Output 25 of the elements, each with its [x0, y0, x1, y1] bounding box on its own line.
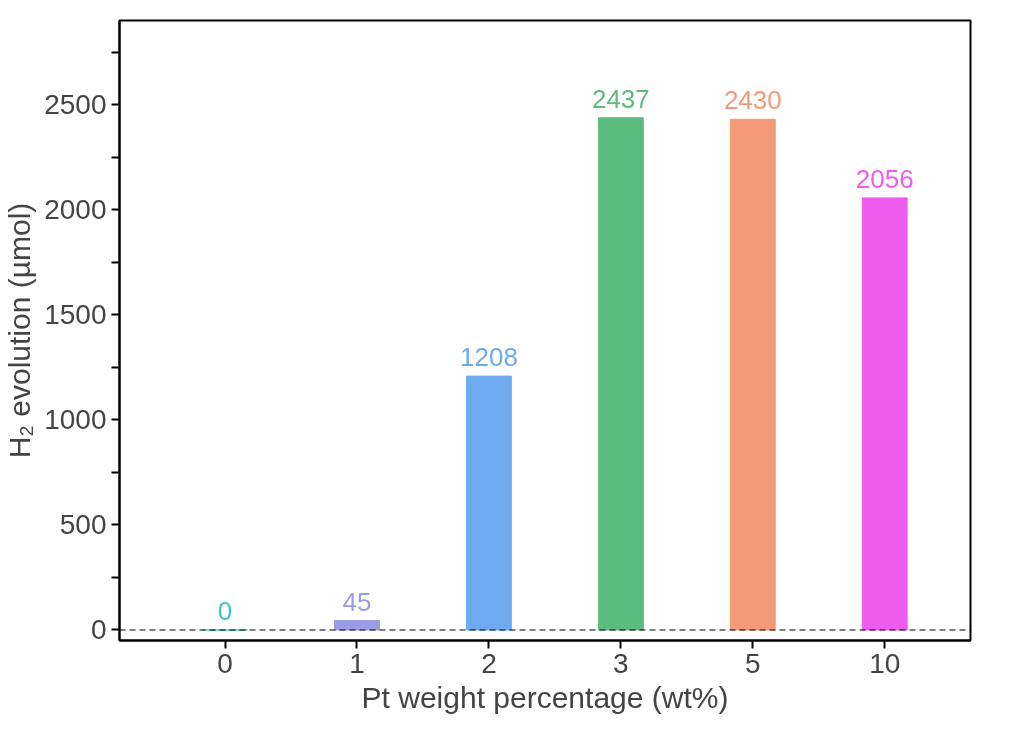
data-label: 0 — [217, 595, 233, 626]
bar — [729, 118, 776, 631]
y-tick-label: 2500 — [44, 89, 107, 121]
x-axis-title: Pt weight percentage (wt%) — [361, 680, 729, 714]
y-axis-title: H₂ evolution (µmol) — [3, 202, 37, 459]
y-tick-label: 500 — [59, 509, 107, 541]
y-tick-label: 2000 — [44, 194, 107, 226]
data-label: 2430 — [723, 85, 782, 116]
data-label: 45 — [342, 586, 372, 617]
data-label: 2056 — [855, 163, 914, 194]
bar — [334, 620, 380, 631]
x-tick-label: 1 — [349, 647, 365, 679]
x-tick-label: 2 — [481, 647, 497, 679]
data-label: 1208 — [460, 342, 518, 373]
x-tick-label: 5 — [745, 647, 761, 679]
x-tick-label: 0 — [217, 647, 233, 679]
x-tick-label: 10 — [869, 647, 901, 679]
y-tick-label: 1000 — [44, 404, 107, 436]
bar — [597, 117, 644, 631]
bar — [466, 375, 512, 631]
bar — [861, 197, 908, 631]
y-tick-label: 1500 — [44, 299, 107, 331]
x-tick-label: 3 — [613, 647, 629, 679]
data-label: 2437 — [591, 83, 650, 114]
y-tick-label: 0 — [90, 614, 107, 646]
